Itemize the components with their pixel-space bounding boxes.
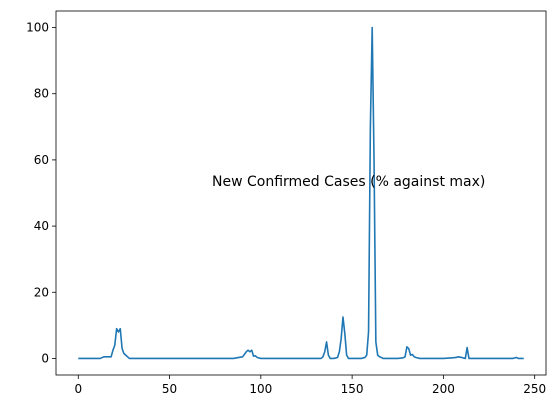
x-tick-label: 100 (249, 382, 272, 396)
x-tick-label: 50 (162, 382, 177, 396)
x-axis-ticks: 0 50 100 150 200 250 (74, 375, 546, 396)
x-tick-label: 150 (341, 382, 364, 396)
x-tick-label: 250 (523, 382, 546, 396)
y-tick-label: 20 (34, 285, 49, 299)
y-tick-label: 0 (41, 351, 49, 365)
chart-annotation: New Confirmed Cases (% against max) (212, 174, 485, 190)
x-tick-label: 200 (432, 382, 455, 396)
y-tick-label: 60 (34, 153, 49, 167)
y-tick-label: 100 (26, 21, 49, 35)
y-tick-label: 80 (34, 87, 49, 101)
x-tick-label: 0 (74, 382, 82, 396)
plot-area (56, 11, 546, 375)
y-axis-ticks: 0 20 40 60 80 100 (26, 21, 56, 365)
plot-frame (55, 10, 547, 376)
y-tick-label: 40 (34, 219, 49, 233)
series-line (78, 26, 524, 360)
